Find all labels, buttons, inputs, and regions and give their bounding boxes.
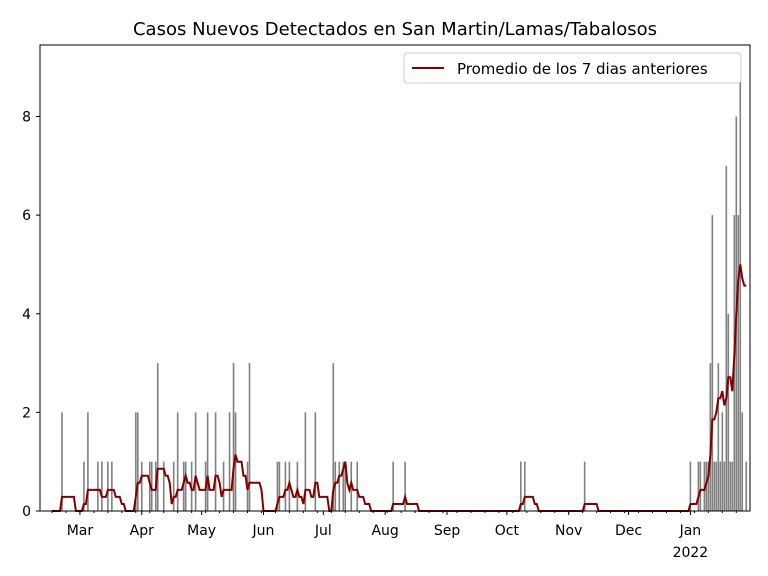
bar xyxy=(206,412,209,511)
bar xyxy=(715,461,718,511)
bar xyxy=(356,461,359,511)
bar xyxy=(284,461,287,511)
bar xyxy=(745,461,748,511)
bars xyxy=(61,67,748,511)
bar xyxy=(338,461,341,511)
bar xyxy=(725,165,728,511)
x-tick-label: Nov xyxy=(555,523,582,539)
bar xyxy=(278,461,281,511)
bar xyxy=(737,215,740,511)
bar xyxy=(276,461,279,511)
x-tick-label: Jan xyxy=(679,523,702,539)
bar xyxy=(731,461,734,511)
bar xyxy=(713,461,716,511)
bar xyxy=(739,67,742,511)
bar xyxy=(248,363,251,511)
bar xyxy=(172,461,175,511)
x-tick-label: May xyxy=(187,523,216,539)
bar xyxy=(524,461,526,511)
y-axis: 0 2 4 6 8 xyxy=(22,110,40,520)
bar xyxy=(717,363,720,511)
y-tick-label: 8 xyxy=(22,110,31,126)
x-tick-year-label: 2022 xyxy=(673,545,709,561)
bar xyxy=(234,412,237,511)
bar xyxy=(721,412,724,511)
legend-label: Promedio de los 7 dias anteriores xyxy=(457,60,708,78)
bar xyxy=(689,461,692,511)
bar xyxy=(723,461,726,511)
bar xyxy=(711,215,714,511)
x-tick-label: Mar xyxy=(67,523,94,539)
bar xyxy=(136,412,139,511)
bar xyxy=(332,363,335,511)
x-axis: Mar Apr May Jun Jul Aug Sep Oct Nov Dec Jan 2022 xyxy=(51,511,737,561)
bar xyxy=(520,461,522,511)
bar xyxy=(140,461,143,511)
bar xyxy=(727,313,730,511)
x-tick-label: Jun xyxy=(252,523,275,539)
legend: Promedio de los 7 dias anteriores xyxy=(403,52,742,84)
bar xyxy=(148,461,151,511)
bar xyxy=(404,461,406,511)
bar xyxy=(176,412,179,511)
bar xyxy=(228,412,231,511)
bar xyxy=(214,412,217,511)
bar xyxy=(342,461,345,511)
bar xyxy=(222,461,225,511)
bar xyxy=(162,461,165,511)
bar xyxy=(583,461,586,511)
bar xyxy=(697,461,700,511)
x-tick-label: Jul xyxy=(314,523,332,539)
bar xyxy=(194,412,197,511)
x-tick-label: Dec xyxy=(615,523,642,539)
x-tick-label: Aug xyxy=(371,523,398,539)
bar xyxy=(344,461,347,511)
bar xyxy=(111,461,113,511)
bar xyxy=(392,461,394,511)
bar xyxy=(719,461,722,511)
bar xyxy=(107,461,109,511)
y-tick-label: 6 xyxy=(22,208,31,224)
bar xyxy=(741,412,744,511)
bar xyxy=(156,363,159,511)
bar xyxy=(184,461,187,511)
bar xyxy=(134,412,137,511)
x-tick-label: Apr xyxy=(130,523,154,539)
bar xyxy=(87,412,89,511)
legend-box xyxy=(403,52,742,84)
bar xyxy=(232,363,235,511)
bar xyxy=(97,461,99,511)
bar xyxy=(314,412,317,511)
x-tick-label: Sep xyxy=(434,523,461,539)
bar xyxy=(101,461,103,511)
plot-frame xyxy=(39,44,751,512)
bar xyxy=(699,461,702,511)
x-tick-label: Oct xyxy=(495,523,520,539)
bar xyxy=(304,412,307,511)
y-tick-label: 2 xyxy=(22,405,31,421)
bar xyxy=(83,461,85,511)
bar xyxy=(729,461,732,511)
bar xyxy=(707,461,710,511)
chart-title: Casos Nuevos Detectados en San Martin/La… xyxy=(133,19,657,40)
y-tick-label: 0 xyxy=(22,504,31,520)
bar xyxy=(61,412,63,511)
y-tick-label: 4 xyxy=(22,307,31,323)
